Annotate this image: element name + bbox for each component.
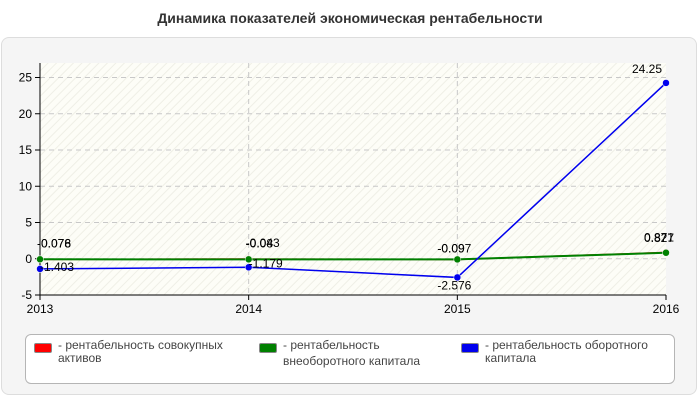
data-point: [244, 255, 253, 264]
legend-swatch-current: [461, 343, 479, 353]
y-tick-label: 20: [19, 107, 33, 121]
data-point: [662, 249, 670, 257]
data-label: -0.08: [246, 236, 274, 250]
legend-label: капитала: [485, 351, 537, 365]
chart-legend: - рентабельность совокупных активов - ре…: [25, 334, 675, 384]
y-tick-label: 25: [19, 71, 33, 85]
data-point: [36, 255, 44, 264]
data-point: [36, 265, 44, 273]
legend-label: активов: [58, 351, 102, 365]
series-line: [39, 82, 667, 279]
x-tick-label: 2014: [235, 302, 262, 316]
legend-swatch-assets: [34, 343, 52, 353]
y-tick-label: 10: [19, 179, 33, 193]
data-label: -0.09: [437, 241, 465, 255]
data-label: -0.078: [37, 236, 71, 250]
x-tick-label: 2013: [27, 302, 54, 316]
data-point: [453, 273, 462, 282]
legend-swatch-noncurrent: [259, 343, 277, 353]
data-point: [244, 263, 253, 272]
data-point: [662, 79, 670, 87]
data-label: -2.576: [437, 278, 471, 292]
legend-label: - рентабельность оборотного: [485, 338, 648, 352]
x-tick-label: 2015: [444, 302, 471, 316]
data-label: -0.097: [437, 241, 471, 255]
legend-label: - рентабельность: [283, 338, 380, 352]
y-tick-label: 0: [25, 252, 32, 266]
data-label: -0.043: [246, 236, 280, 250]
y-tick-label: 5: [25, 216, 32, 230]
y-tick-label: -5: [21, 288, 32, 302]
data-label: -1.403: [40, 260, 74, 274]
x-tick-label: 2016: [653, 302, 680, 316]
chart-title: Динамика показателей экономическая рента…: [157, 10, 543, 26]
legend-label: - рентабельность совокупных: [58, 338, 223, 352]
data-label: -1.179: [249, 256, 283, 270]
series-line: [39, 251, 667, 261]
data-label: 24.25: [632, 62, 662, 76]
data-label: -0.076: [37, 236, 71, 250]
y-tick-label: 15: [19, 143, 33, 157]
data-label: 0.871: [644, 230, 674, 244]
data-label: 0.827: [644, 231, 674, 245]
legend-label: внеоборотного капитала: [283, 354, 420, 368]
data-point: [453, 255, 462, 264]
